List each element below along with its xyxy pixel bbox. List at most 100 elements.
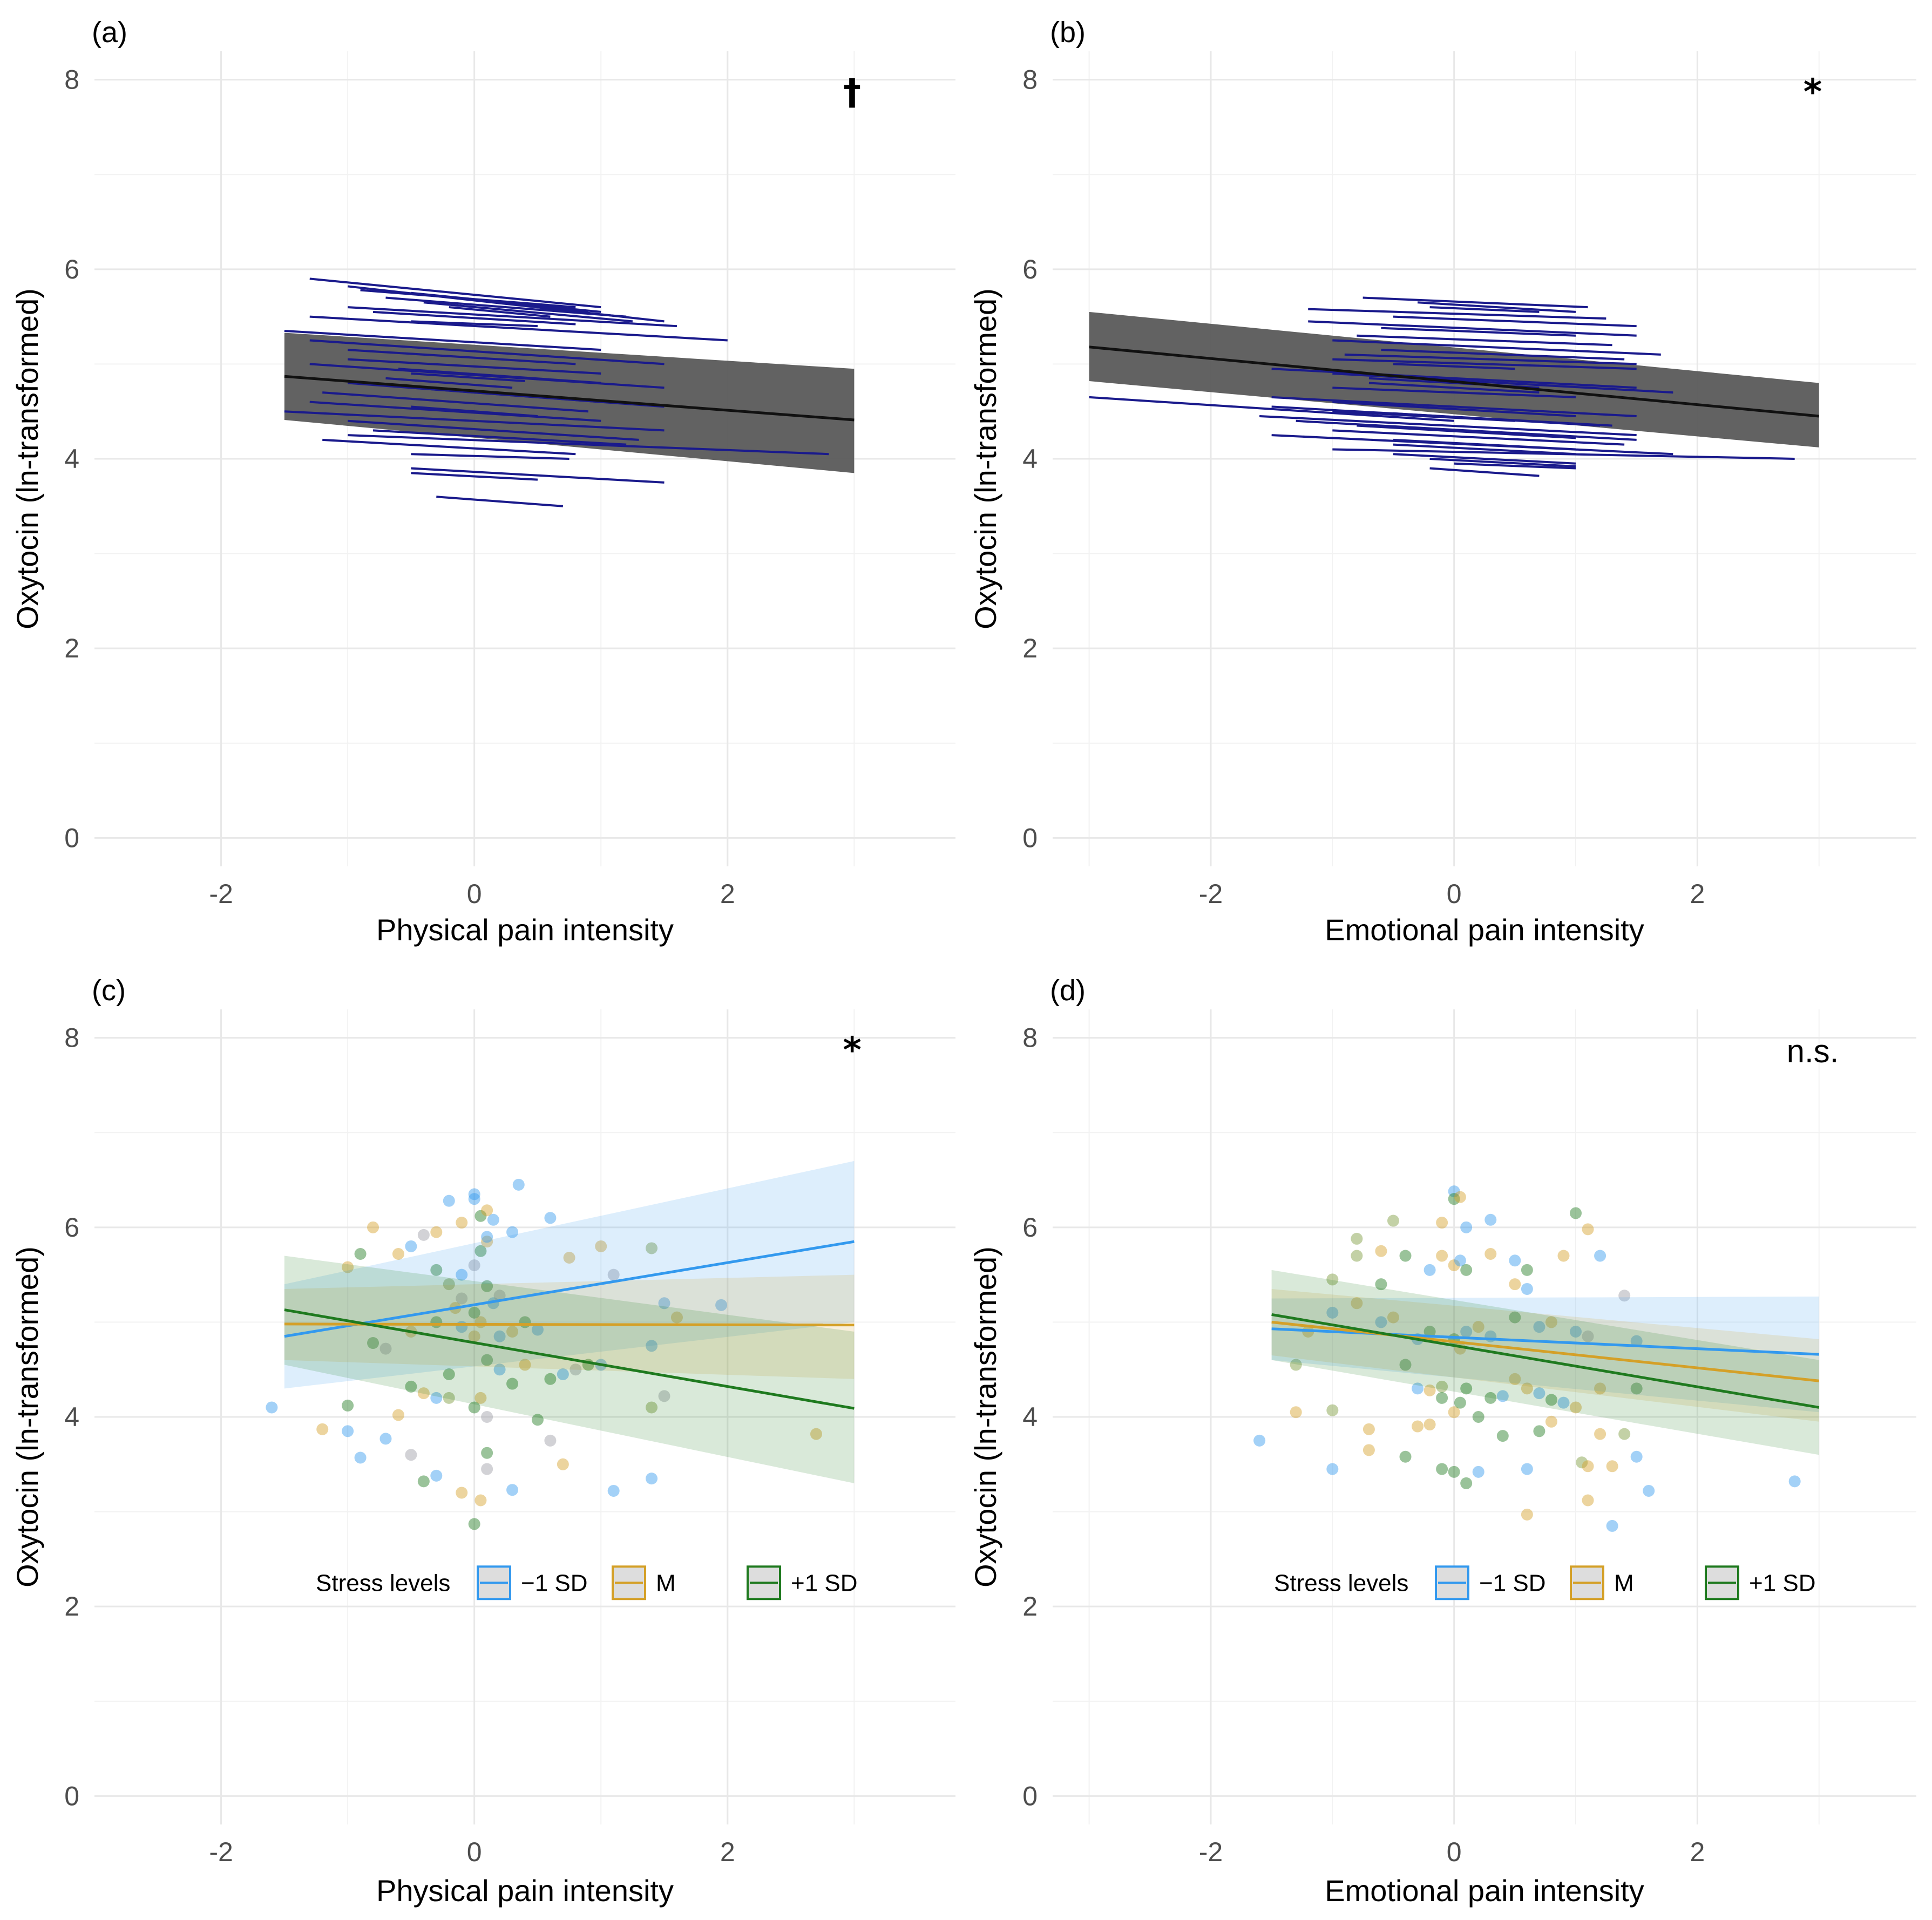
y-tick-label: 4 [64, 444, 79, 474]
subject-regression-line [348, 306, 677, 328]
data-point [456, 1292, 468, 1305]
data-point [1484, 1248, 1497, 1260]
subject-regression-line [1429, 467, 1540, 477]
data-point [544, 1373, 557, 1385]
data-point [506, 1378, 519, 1390]
data-point [607, 1484, 620, 1497]
data-point [1509, 1254, 1521, 1267]
data-point [417, 1475, 430, 1488]
x-tick-label: 2 [720, 1837, 735, 1867]
data-point [1436, 1380, 1448, 1393]
subject-regression-line [1393, 363, 1515, 370]
data-point [1362, 1444, 1375, 1456]
data-point [1412, 1420, 1424, 1433]
data-point [1618, 1290, 1631, 1302]
data-point [1375, 1316, 1387, 1328]
series-confidence-band [1271, 1288, 1819, 1422]
subject-regression-line [284, 329, 601, 351]
subject-regression-line [309, 315, 728, 342]
data-point [456, 1268, 468, 1281]
subject-regression-line [411, 472, 538, 481]
panel-tag: (b) [1050, 16, 1086, 49]
data-point [430, 1226, 443, 1238]
data-point [1399, 1250, 1412, 1262]
data-point [1594, 1382, 1606, 1395]
data-point [1533, 1321, 1545, 1333]
legend-title: Stress levels [316, 1570, 450, 1596]
y-tick-label: 2 [1022, 1591, 1038, 1622]
x-tick-label: -2 [209, 1837, 233, 1867]
subject-regression-line [411, 405, 538, 417]
y-tick-label: 8 [64, 1023, 79, 1053]
y-tick-label: 8 [1022, 65, 1038, 95]
subject-regression-line [347, 349, 576, 365]
data-point [468, 1401, 480, 1414]
y-tick-label: 2 [1022, 633, 1038, 663]
y-tick-label: 4 [1022, 1402, 1038, 1432]
y-tick-label: 0 [64, 823, 79, 853]
significance-marker: * [1804, 71, 1822, 113]
subject-regression-line [322, 391, 588, 413]
x-tick-label: 0 [467, 1837, 482, 1867]
legend: Stress levels −1 SD M +1 SD [316, 1565, 858, 1600]
subject-regression-line [1393, 438, 1576, 451]
data-point [392, 1409, 404, 1421]
fit-line [284, 375, 855, 422]
data-point [1594, 1428, 1606, 1440]
legend-title: Stress levels [1274, 1570, 1408, 1596]
data-point [715, 1299, 728, 1311]
data-point [474, 1392, 487, 1404]
data-point [1594, 1250, 1606, 1262]
data-point [658, 1297, 670, 1310]
subject-regression-line [309, 401, 601, 422]
x-axis-label: Emotional pain intensity [1325, 913, 1644, 947]
data-point [1533, 1425, 1545, 1437]
data-point [1521, 1382, 1533, 1395]
subject-regression-line [1259, 415, 1637, 437]
data-point [443, 1392, 455, 1404]
data-point [430, 1469, 443, 1482]
data-point [1606, 1519, 1618, 1532]
y-tick-label: 0 [1022, 1781, 1038, 1811]
data-point [1557, 1250, 1570, 1262]
data-point [1630, 1382, 1643, 1395]
data-point [468, 1193, 480, 1205]
x-tick-label: 2 [1690, 1837, 1705, 1867]
subject-regression-line [348, 358, 601, 375]
y-tick-label: 6 [1022, 1212, 1038, 1243]
subject-regression-line [309, 277, 601, 309]
fit-confidence-band [284, 333, 855, 473]
data-point [646, 1401, 658, 1414]
data-point [1521, 1508, 1533, 1521]
data-point [1448, 1185, 1460, 1198]
data-point [1618, 1428, 1631, 1440]
panel-tag: (a) [92, 16, 127, 49]
data-point [1509, 1278, 1521, 1291]
series-fit-line [1271, 1320, 1819, 1382]
data-point [1436, 1463, 1448, 1475]
y-tick-label: 8 [64, 65, 79, 95]
data-point [474, 1210, 487, 1222]
data-point [468, 1188, 480, 1200]
subject-regression-line [1308, 320, 1637, 337]
data-point [1582, 1494, 1594, 1507]
y-axis-label: Oxytocin (ln-transformed) [968, 1246, 1002, 1587]
data-point [481, 1463, 493, 1475]
data-point [342, 1399, 354, 1412]
data-point [481, 1447, 493, 1459]
data-point [646, 1473, 658, 1485]
data-point [1472, 1411, 1484, 1423]
data-point [1448, 1466, 1460, 1478]
data-point [379, 1433, 392, 1445]
subject-regression-line [284, 410, 665, 432]
data-point [595, 1240, 607, 1252]
subject-regression-line [1393, 453, 1576, 465]
data-point [1788, 1475, 1801, 1488]
subject-regression-line [1332, 358, 1637, 370]
data-point [316, 1423, 329, 1435]
data-point [405, 1380, 417, 1393]
data-point [379, 1342, 392, 1355]
data-point [1582, 1330, 1594, 1342]
subject-regression-line [372, 310, 576, 325]
data-point [1521, 1283, 1533, 1295]
